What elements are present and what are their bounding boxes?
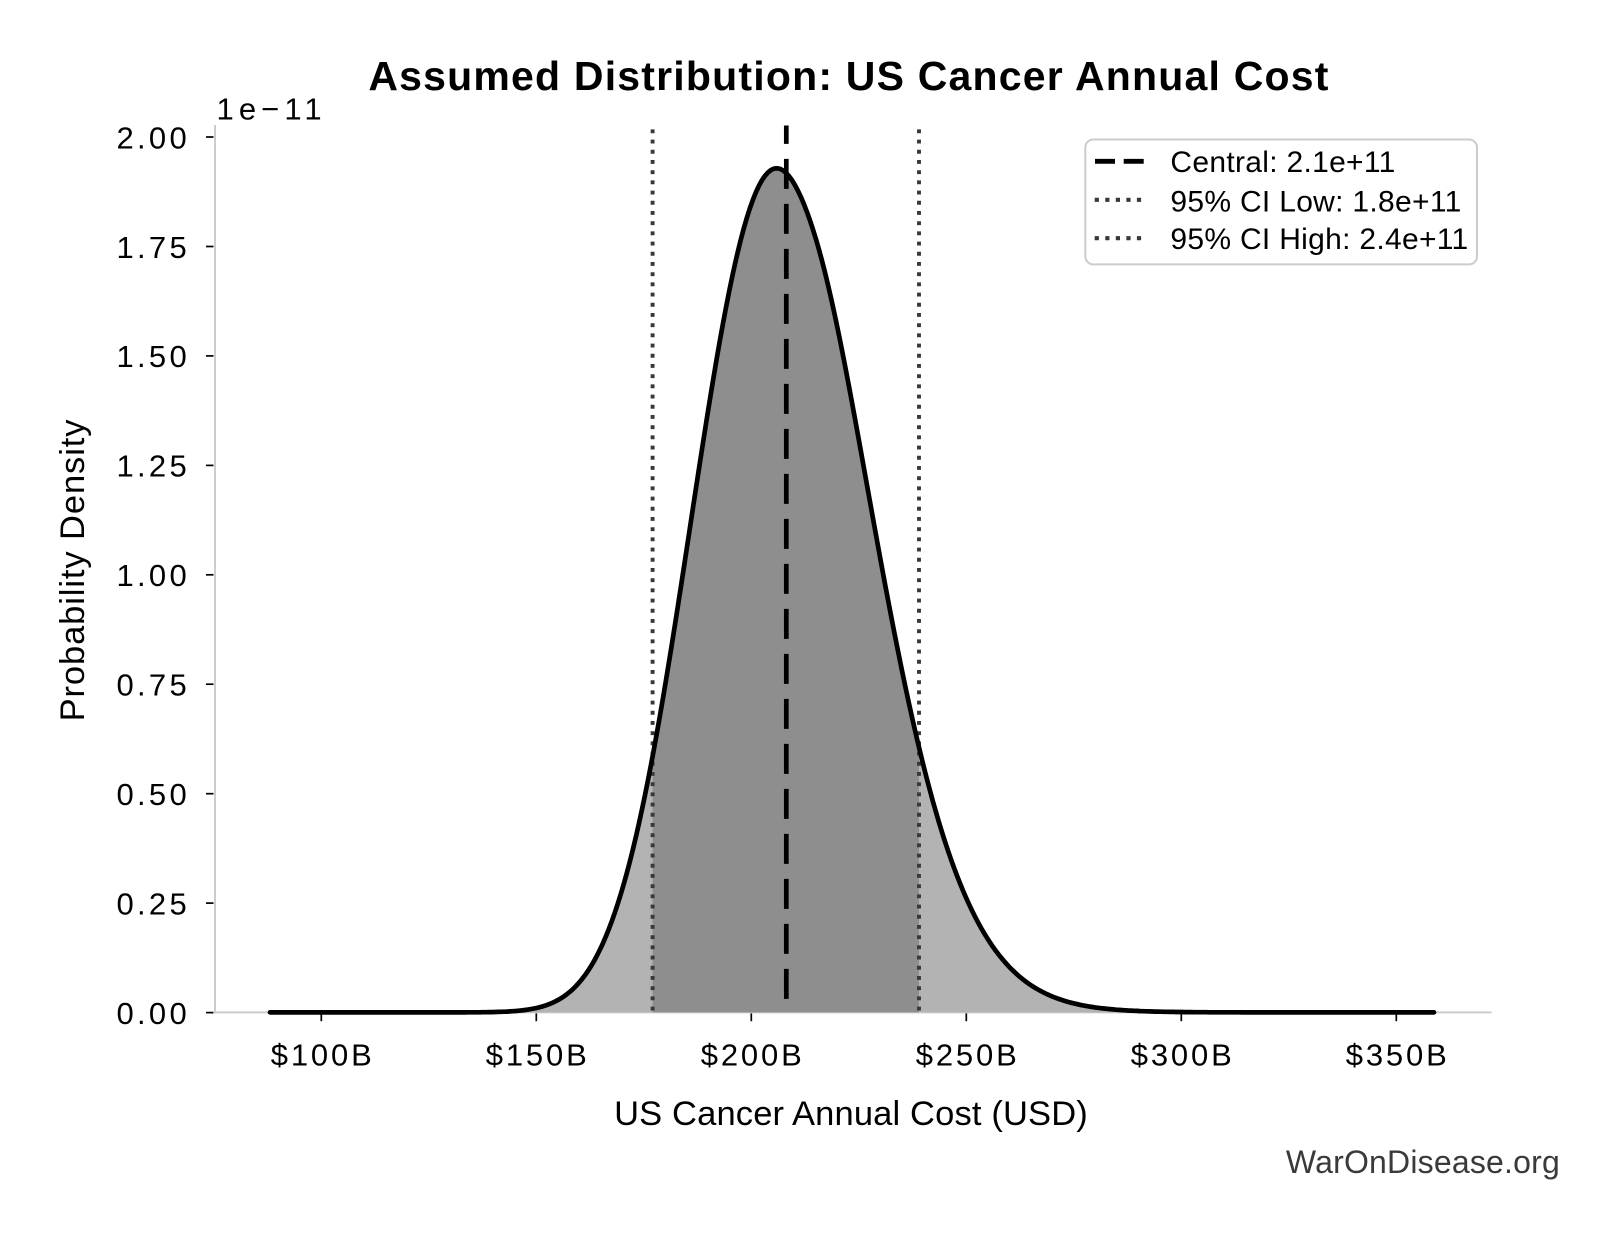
svg-text:US Cancer Annual Cost (USD): US Cancer Annual Cost (USD) [614, 1095, 1088, 1133]
svg-text:0.00: 0.00 [116, 996, 190, 1031]
svg-text:$150B: $150B [486, 1038, 590, 1073]
svg-text:0.50: 0.50 [116, 777, 190, 812]
svg-text:1.00: 1.00 [116, 558, 190, 593]
svg-text:1e−11: 1e−11 [217, 92, 327, 127]
svg-text:2.00: 2.00 [116, 120, 190, 155]
svg-text:1.75: 1.75 [116, 230, 190, 265]
svg-text:1.50: 1.50 [116, 339, 190, 374]
svg-text:$100B: $100B [271, 1038, 375, 1073]
svg-text:0.25: 0.25 [116, 886, 190, 921]
svg-text:$200B: $200B [701, 1038, 805, 1073]
svg-text:Central: 2.1e+11: Central: 2.1e+11 [1170, 146, 1395, 179]
svg-text:1.25: 1.25 [116, 449, 190, 484]
svg-text:$250B: $250B [916, 1038, 1020, 1073]
svg-text:$300B: $300B [1131, 1038, 1235, 1073]
svg-text:0.75: 0.75 [116, 668, 190, 703]
svg-text:$350B: $350B [1346, 1038, 1450, 1073]
svg-text:Assumed Distribution: US Cance: Assumed Distribution: US Cancer Annual C… [368, 53, 1329, 99]
svg-text:WarOnDisease.org: WarOnDisease.org [1286, 1144, 1560, 1180]
svg-text:Probability Density: Probability Density [54, 419, 92, 722]
svg-text:95% CI High: 2.4e+11: 95% CI High: 2.4e+11 [1170, 223, 1468, 256]
svg-text:95% CI Low: 1.8e+11: 95% CI Low: 1.8e+11 [1170, 186, 1461, 219]
